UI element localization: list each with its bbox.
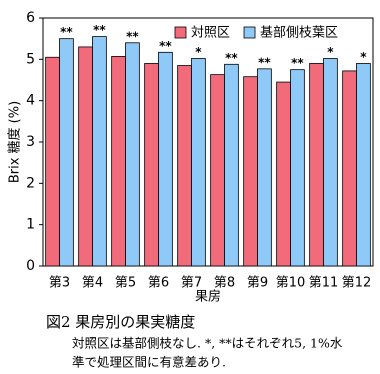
x-tick-label: 第10 xyxy=(276,276,306,291)
significance-label: * xyxy=(195,45,202,59)
x-tick-label: 第11 xyxy=(309,276,339,291)
bar xyxy=(45,56,60,267)
x-axis-label: 果房 xyxy=(195,289,221,305)
bar xyxy=(243,76,258,267)
bar xyxy=(111,56,126,267)
bar xyxy=(356,63,371,267)
caption-title: 図2 果房別の果実糖度 xyxy=(46,313,195,331)
significance-label: ** xyxy=(93,23,106,37)
significance-label: ** xyxy=(60,25,73,39)
significance-label: ** xyxy=(225,51,238,65)
bar xyxy=(191,58,206,267)
x-tick-label: 第6 xyxy=(148,276,169,291)
bar xyxy=(59,38,74,267)
y-tick-label: 3 xyxy=(26,134,35,150)
y-tick-label: 5 xyxy=(26,51,35,67)
bar xyxy=(276,81,291,267)
x-tick-label: 第7 xyxy=(181,276,202,291)
bar xyxy=(177,65,192,267)
bar xyxy=(78,46,93,267)
y-tick-label: 2 xyxy=(26,175,35,191)
bar xyxy=(257,68,272,267)
bar xyxy=(290,69,305,267)
significance-label: ** xyxy=(159,39,172,53)
significance-label: ** xyxy=(291,56,304,70)
bar xyxy=(342,70,357,267)
x-tick-label: 第9 xyxy=(247,276,268,291)
x-tick-label: 第5 xyxy=(115,276,136,291)
legend-label: 対照区 xyxy=(191,26,230,41)
bar xyxy=(309,63,324,267)
bar xyxy=(224,63,239,267)
bar xyxy=(144,63,159,267)
x-tick-label: 第8 xyxy=(214,276,235,291)
bar xyxy=(210,74,225,267)
x-tick-label: 第4 xyxy=(82,276,103,291)
y-tick-label: 4 xyxy=(26,93,35,109)
legend-swatch xyxy=(174,26,187,39)
x-tick-label: 第3 xyxy=(49,276,70,291)
bar xyxy=(158,51,173,267)
y-tick-label: 1 xyxy=(26,217,35,233)
legend-swatch xyxy=(243,26,256,39)
bar xyxy=(323,58,338,267)
significance-label: ** xyxy=(258,55,271,69)
legend-label: 基部側枝葉区 xyxy=(260,26,338,41)
bar xyxy=(92,36,107,267)
significance-label: ** xyxy=(126,29,139,43)
y-axis-label: Brix 糖度 (%) xyxy=(7,101,23,183)
significance-label: * xyxy=(327,45,334,59)
significance-label: * xyxy=(360,50,367,64)
bar xyxy=(125,42,140,267)
y-tick-label: 0 xyxy=(26,258,35,274)
y-tick-label: 6 xyxy=(26,10,35,26)
caption-line: 対照区は基部側枝なし. *, **はそれぞれ5, 1%水 xyxy=(72,336,343,351)
caption-line: 準で処理区間に有意差あり. xyxy=(72,355,226,370)
x-tick-label: 第12 xyxy=(342,276,372,291)
